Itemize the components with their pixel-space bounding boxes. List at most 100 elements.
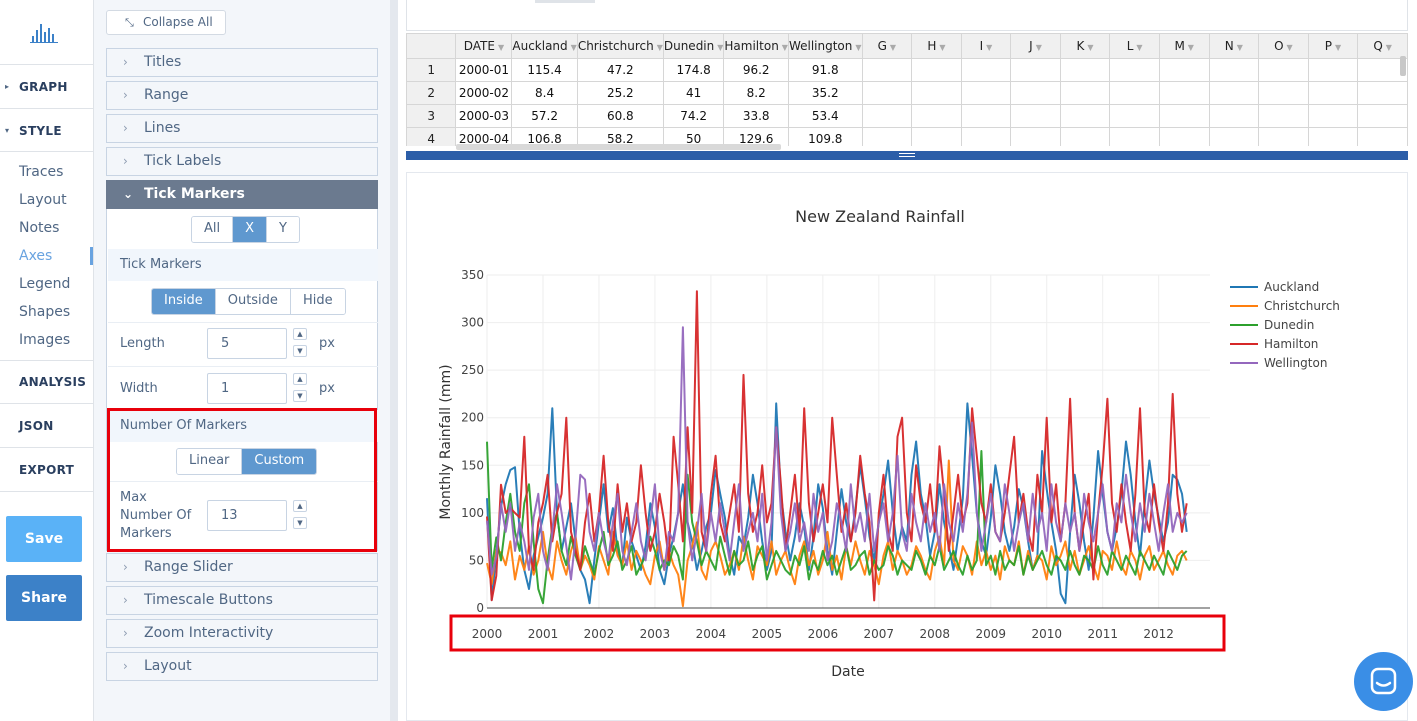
nav-item-axes[interactable]: Axes <box>19 248 53 264</box>
table-cell[interactable] <box>1158 127 1210 146</box>
nav-item-traces[interactable]: Traces <box>19 164 64 180</box>
column-header[interactable]: Christchurch ▼ <box>576 33 664 59</box>
table-cell[interactable] <box>960 58 1012 82</box>
fold-lines[interactable]: › Lines <box>106 114 378 143</box>
table-cell[interactable]: 35.2 <box>787 81 863 105</box>
row-number[interactable]: 1 <box>406 58 457 82</box>
table-cell[interactable] <box>960 81 1012 105</box>
column-dropdown-icon[interactable]: ▼ <box>1136 43 1143 52</box>
fold-timescale-buttons[interactable]: › Timescale Buttons <box>106 586 378 615</box>
row-number[interactable]: 4 <box>406 127 457 146</box>
panel-divider[interactable] <box>390 0 398 721</box>
table-cell[interactable] <box>1357 104 1408 128</box>
table-cell[interactable] <box>1208 127 1260 146</box>
column-dropdown-icon[interactable]: ▼ <box>1087 43 1094 52</box>
column-dropdown-icon[interactable]: ▼ <box>656 43 663 52</box>
column-header[interactable]: N ▼ <box>1208 33 1260 59</box>
placement-outside[interactable]: Outside <box>215 289 291 314</box>
length-decrement-icon[interactable]: ▼ <box>293 345 307 357</box>
table-cell[interactable]: 41 <box>662 81 725 105</box>
fold-range[interactable]: › Range <box>106 81 378 110</box>
width-input[interactable]: 1 <box>207 373 287 404</box>
placement-inside[interactable]: Inside <box>152 289 216 314</box>
rainfall-chart[interactable]: 0 50 100 150 200 250 300 350 2000 2001 2002 2003 200… <box>406 172 1408 721</box>
column-dropdown-icon[interactable]: ▼ <box>889 43 897 52</box>
column-dropdown-icon[interactable]: ▼ <box>570 43 577 52</box>
table-cell[interactable] <box>1158 58 1210 82</box>
column-dropdown-icon[interactable]: ▼ <box>1236 43 1243 52</box>
table-cell[interactable] <box>1158 104 1210 128</box>
table-cell[interactable]: 25.2 <box>576 81 664 105</box>
axis-option-all[interactable]: All <box>192 217 234 242</box>
table-cell[interactable] <box>1208 58 1260 82</box>
table-cell[interactable]: 2000-01 <box>455 58 513 82</box>
axis-option-y[interactable]: Y <box>267 217 299 242</box>
table-cell[interactable] <box>1109 104 1160 128</box>
drag-handle-icon[interactable] <box>899 153 915 157</box>
fold-titles[interactable]: › Titles <box>106 48 378 77</box>
table-cell[interactable]: 53.4 <box>787 104 863 128</box>
table-cell[interactable] <box>1208 81 1260 105</box>
grid-resize-bar[interactable] <box>406 151 1408 160</box>
table-cell[interactable] <box>1010 81 1061 105</box>
save-button[interactable]: Save <box>6 516 82 562</box>
table-cell[interactable]: 2000-03 <box>455 104 513 128</box>
table-cell[interactable]: 115.4 <box>511 58 578 82</box>
column-header[interactable]: M ▼ <box>1158 33 1210 59</box>
grid-horizontal-scrollbar[interactable] <box>456 144 781 150</box>
table-cell[interactable]: 60.8 <box>576 104 664 128</box>
fold-range-slider[interactable]: › Range Slider <box>106 553 378 582</box>
table-cell[interactable] <box>960 104 1012 128</box>
table-cell[interactable] <box>861 104 913 128</box>
table-cell[interactable] <box>861 58 913 82</box>
column-dropdown-icon[interactable]: ▼ <box>1187 43 1194 52</box>
nav-item-legend[interactable]: Legend <box>19 276 71 292</box>
nav-item-shapes[interactable]: Shapes <box>19 304 71 320</box>
column-header[interactable]: Q ▼ <box>1357 33 1408 59</box>
table-cell[interactable]: 2000-02 <box>455 81 513 105</box>
table-cell[interactable]: 8.2 <box>723 81 789 105</box>
fold-layout[interactable]: › Layout <box>106 652 378 681</box>
table-cell[interactable] <box>1010 104 1061 128</box>
max-markers-decrement-icon[interactable]: ▼ <box>293 517 307 529</box>
table-cell[interactable] <box>1357 81 1408 105</box>
width-increment-icon[interactable]: ▲ <box>293 373 307 385</box>
table-cell[interactable] <box>1158 81 1210 105</box>
table-cell[interactable] <box>1307 127 1359 146</box>
fold-tick-labels[interactable]: › Tick Labels <box>106 147 378 176</box>
column-header[interactable]: Dunedin ▼ <box>662 33 725 59</box>
table-cell[interactable] <box>1258 104 1309 128</box>
column-dropdown-icon[interactable]: ▼ <box>1035 43 1042 52</box>
collapse-all-button[interactable]: ⤡ Collapse All <box>106 10 226 35</box>
column-header[interactable]: G ▼ <box>861 33 913 59</box>
table-cell[interactable]: 74.2 <box>662 104 725 128</box>
table-cell[interactable] <box>861 127 913 146</box>
table-cell[interactable] <box>1059 58 1111 82</box>
column-header[interactable]: Wellington ▼ <box>787 33 863 59</box>
table-cell[interactable] <box>911 58 962 82</box>
table-cell[interactable]: 106.8 <box>511 127 578 146</box>
table-cell[interactable] <box>1258 58 1309 82</box>
row-number[interactable]: 3 <box>406 104 457 128</box>
length-input[interactable]: 5 <box>207 328 287 359</box>
column-dropdown-icon[interactable]: ▼ <box>939 43 946 52</box>
placement-hide[interactable]: Hide <box>290 289 345 314</box>
table-cell[interactable]: 129.6 <box>723 127 789 146</box>
row-number[interactable]: 2 <box>406 81 457 105</box>
length-increment-icon[interactable]: ▲ <box>293 328 307 340</box>
grid-vertical-scrollbar[interactable] <box>1400 56 1406 76</box>
table-cell[interactable] <box>960 127 1012 146</box>
table-cell[interactable] <box>861 81 913 105</box>
column-header[interactable]: Auckland ▼ <box>511 33 578 59</box>
column-dropdown-icon[interactable]: ▼ <box>1385 43 1392 52</box>
table-cell[interactable]: 33.8 <box>723 104 789 128</box>
column-header[interactable]: DATE ▼ <box>455 33 513 59</box>
table-cell[interactable] <box>1357 127 1408 146</box>
column-header[interactable]: I ▼ <box>960 33 1012 59</box>
table-cell[interactable] <box>1307 58 1359 82</box>
column-dropdown-icon[interactable]: ▼ <box>1335 43 1342 52</box>
table-cell[interactable]: 109.8 <box>787 127 863 146</box>
column-header[interactable]: H ▼ <box>911 33 962 59</box>
column-dropdown-icon[interactable]: ▼ <box>717 43 724 52</box>
table-cell[interactable] <box>911 104 962 128</box>
